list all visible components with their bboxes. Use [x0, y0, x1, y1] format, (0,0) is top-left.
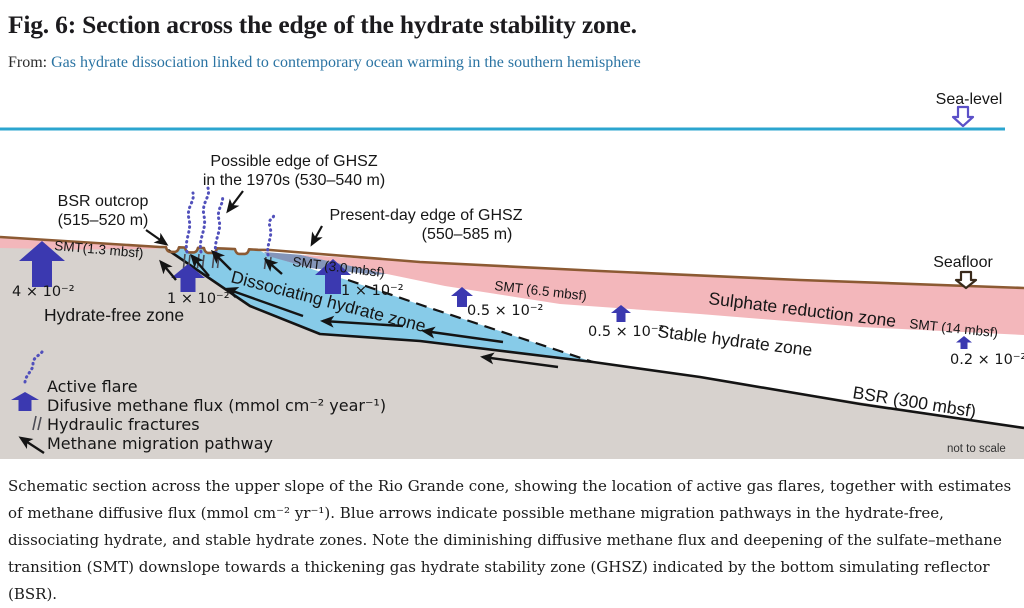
possible-edge-pointer-icon	[226, 190, 244, 214]
bsr-outcrop-label-line1: BSR outcrop	[58, 193, 149, 210]
ghsz-edge-dashed-line	[347, 279, 594, 364]
possible-edge-label-line1: Possible edge of GHSZ	[210, 153, 377, 170]
smt-overlap-area	[264, 252, 388, 276]
flux-arrow-icon	[611, 305, 631, 323]
legend-item-active-flare: Active flare	[47, 377, 138, 396]
hydraulic-fractures-icon	[32, 416, 42, 431]
sea-level-label: Sea-level	[936, 91, 1003, 108]
migration-pathway-arrow-icon	[18, 436, 45, 455]
migration-arrow-icon	[421, 326, 504, 344]
flux-value-1: 4 × 10⁻²	[12, 284, 75, 300]
present-day-edge-label-line2: (550–585 m)	[422, 226, 513, 243]
present-day-edge-label-line1: Present-day edge of GHSZ	[330, 207, 523, 224]
not-to-scale-note: not to scale	[947, 443, 1006, 455]
bsr-line	[167, 249, 1024, 430]
figure-header: Fig. 6: Section across the edge of the h…	[0, 0, 1024, 72]
hydrate-free-zone-label: Hydrate-free zone	[44, 305, 184, 325]
gas-flare-icon	[213, 193, 225, 255]
flux-value-6: 0.2 × 10⁻²	[950, 352, 1024, 368]
seafloor-label: Seafloor	[933, 254, 993, 271]
legend-item-diffusive-flux: Difusive methane flux (mmol cm⁻² year⁻¹)	[47, 396, 386, 415]
hydrate-section-diagram: Sea-level Seafloor Possible edge of GHSZ…	[0, 91, 1024, 460]
gas-flare-icon	[198, 186, 211, 254]
methane-flux-arrows	[19, 241, 972, 350]
flux-arrow-icon	[451, 287, 473, 308]
migration-arrow-icon	[320, 316, 404, 328]
migration-arrow-icon	[224, 287, 304, 318]
legend-item-migration-pathway: Methane migration pathway	[47, 434, 273, 453]
flux-arrow-icon	[956, 336, 972, 350]
source-article-link[interactable]: Gas hydrate dissociation linked to conte…	[51, 54, 641, 72]
present-day-edge-pointer-icon	[310, 225, 323, 247]
seafloor-arrow-icon	[954, 271, 978, 290]
dissociating-hydrate-zone-area	[160, 247, 593, 363]
gas-flare-icon	[184, 191, 195, 254]
methane-flux-arrow-icon	[11, 392, 39, 412]
sulphate-reduction-zone-area	[300, 255, 1024, 336]
seafloor-line	[0, 236, 1024, 290]
diagram-legend: Active flare Difusive methane flux (mmol…	[11, 350, 386, 455]
sea-level-arrow-icon	[951, 106, 975, 128]
figure-source-line: From: Gas hydrate dissociation linked to…	[8, 54, 1014, 72]
flux-arrow-icon	[171, 264, 205, 293]
flux-value-3: 1 × 10⁻²	[341, 283, 404, 299]
active-flare-icon	[23, 350, 44, 384]
migration-arrow-icon	[190, 254, 210, 278]
from-label: From:	[8, 54, 48, 72]
active-flares	[184, 186, 276, 257]
migration-arrow-icon	[263, 258, 283, 276]
migration-arrow-icon	[159, 260, 177, 282]
gas-flare-icon	[266, 212, 276, 257]
migration-pathway-arrows	[159, 250, 559, 369]
bsr-outcrop-pointer-icon	[145, 229, 169, 247]
migration-arrow-icon	[480, 352, 559, 369]
possible-edge-label-line2: in the 1970s (530–540 m)	[203, 172, 385, 189]
migration-arrow-icon	[210, 250, 232, 272]
figure-title: Fig. 6: Section across the edge of the h…	[8, 10, 637, 39]
figure-caption: Schematic section across the upper slope…	[8, 477, 1012, 604]
flux-arrow-icon	[315, 259, 351, 295]
bsr-outcrop-label-line2: (515–520 m)	[58, 212, 149, 229]
flux-arrow-icon	[19, 241, 65, 288]
flux-value-5: 0.5 × 10⁻²	[588, 324, 664, 340]
flux-value-4: 0.5 × 10⁻²	[467, 303, 543, 319]
flux-value-2: 1 × 10⁻²	[167, 291, 230, 307]
legend-item-hydraulic-fractures: Hydraulic fractures	[47, 415, 200, 434]
